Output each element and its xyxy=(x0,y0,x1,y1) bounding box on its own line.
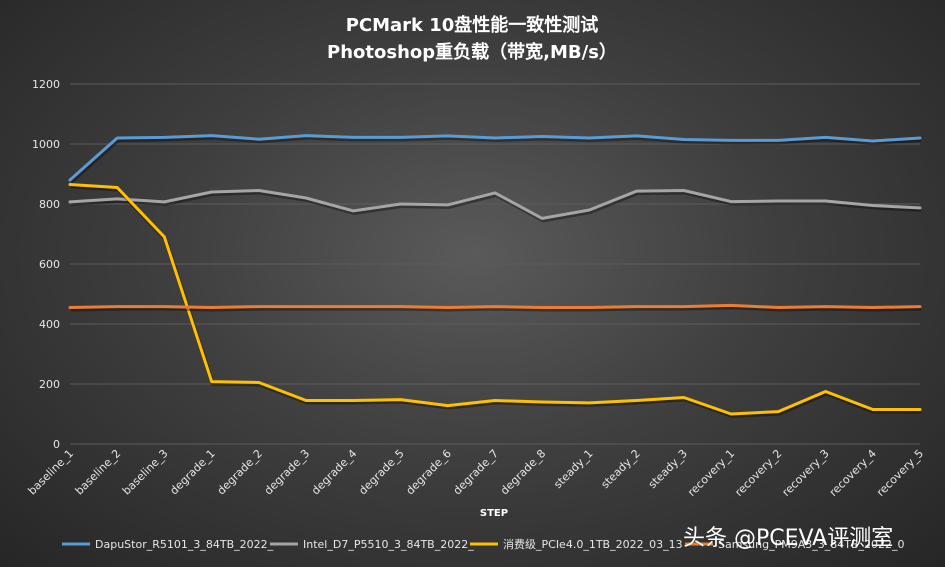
chart-title: PCMark 10盘性能一致性测试 xyxy=(346,14,599,36)
series-line-shadow xyxy=(70,184,921,418)
x-tick-label: degrade_5 xyxy=(356,447,406,497)
series-0 xyxy=(68,134,922,184)
x-axis-title: STEP xyxy=(480,508,508,519)
series-line-shadow xyxy=(70,305,922,312)
x-tick-label: recovery_5 xyxy=(874,447,926,499)
series-line xyxy=(68,303,922,309)
chart-subtitle: Photoshop重负载（带宽,MB/s） xyxy=(327,41,617,63)
series-line xyxy=(68,183,922,416)
series-line-shadow xyxy=(69,135,922,184)
legend-item-2: 消费级_PCIe4.0_1TB_2022_03_13 xyxy=(470,537,683,551)
y-tick-label: 400 xyxy=(39,318,60,331)
legend-item-3: Samsung_PM9A3_3_84TB_2022_0 xyxy=(685,538,905,551)
x-tick-label: degrade_3 xyxy=(262,447,312,497)
x-tick-label: baseline_1 xyxy=(26,447,77,498)
x-tick-label: recovery_1 xyxy=(685,447,737,499)
series-1 xyxy=(68,189,922,223)
legend-label: DapuStor_R5101_3_84TB_2022_ xyxy=(95,538,274,551)
x-tick-label: recovery_2 xyxy=(732,447,784,499)
x-tick-label: degrade_8 xyxy=(498,447,548,497)
x-tick-label: degrade_2 xyxy=(215,447,265,497)
y-tick-label: 200 xyxy=(39,378,60,391)
x-axis-ticks: baseline_1baseline_2baseline_3degrade_1d… xyxy=(26,447,927,499)
x-tick-label: recovery_3 xyxy=(780,447,832,499)
y-tick-label: 1200 xyxy=(32,78,60,91)
watermark: 头条 @PCEVA评测室 xyxy=(683,526,893,551)
series-2 xyxy=(68,183,922,418)
y-axis-ticks: 0 200 400 600 800 1000 1200 xyxy=(32,78,60,451)
legend-item-1: Intel_D7_P5510_3_84TB_2022_ xyxy=(270,538,474,551)
x-tick-label: baseline_2 xyxy=(73,447,124,498)
x-tick-label: steady_1 xyxy=(551,447,595,491)
series-line-shadow xyxy=(70,190,922,223)
x-tick-label: baseline_3 xyxy=(120,447,171,498)
series-3 xyxy=(68,303,922,312)
legend-item-0: DapuStor_R5101_3_84TB_2022_ xyxy=(62,538,274,551)
legend-label: Intel_D7_P5510_3_84TB_2022_ xyxy=(303,538,474,551)
y-tick-label: 600 xyxy=(39,258,60,271)
y-tick-label: 0 xyxy=(53,438,60,451)
x-tick-label: steady_3 xyxy=(646,447,690,491)
y-tick-label: 800 xyxy=(39,198,60,211)
x-tick-label: degrade_6 xyxy=(404,447,454,497)
x-tick-label: degrade_1 xyxy=(167,447,217,497)
x-tick-label: degrade_4 xyxy=(309,447,359,497)
legend-label: Samsung_PM9A3_3_84TB_2022_0 xyxy=(718,538,905,551)
legend-label: 消费级_PCIe4.0_1TB_2022_03_13 xyxy=(503,537,683,551)
x-tick-label: recovery_4 xyxy=(827,447,879,499)
x-tick-label: steady_2 xyxy=(599,447,643,491)
grid-lines xyxy=(70,83,920,445)
x-tick-label: degrade_7 xyxy=(451,447,501,497)
legend: DapuStor_R5101_3_84TB_2022_ Intel_D7_P551… xyxy=(62,537,905,551)
series-lines xyxy=(68,134,922,418)
y-tick-label: 1000 xyxy=(32,138,60,151)
